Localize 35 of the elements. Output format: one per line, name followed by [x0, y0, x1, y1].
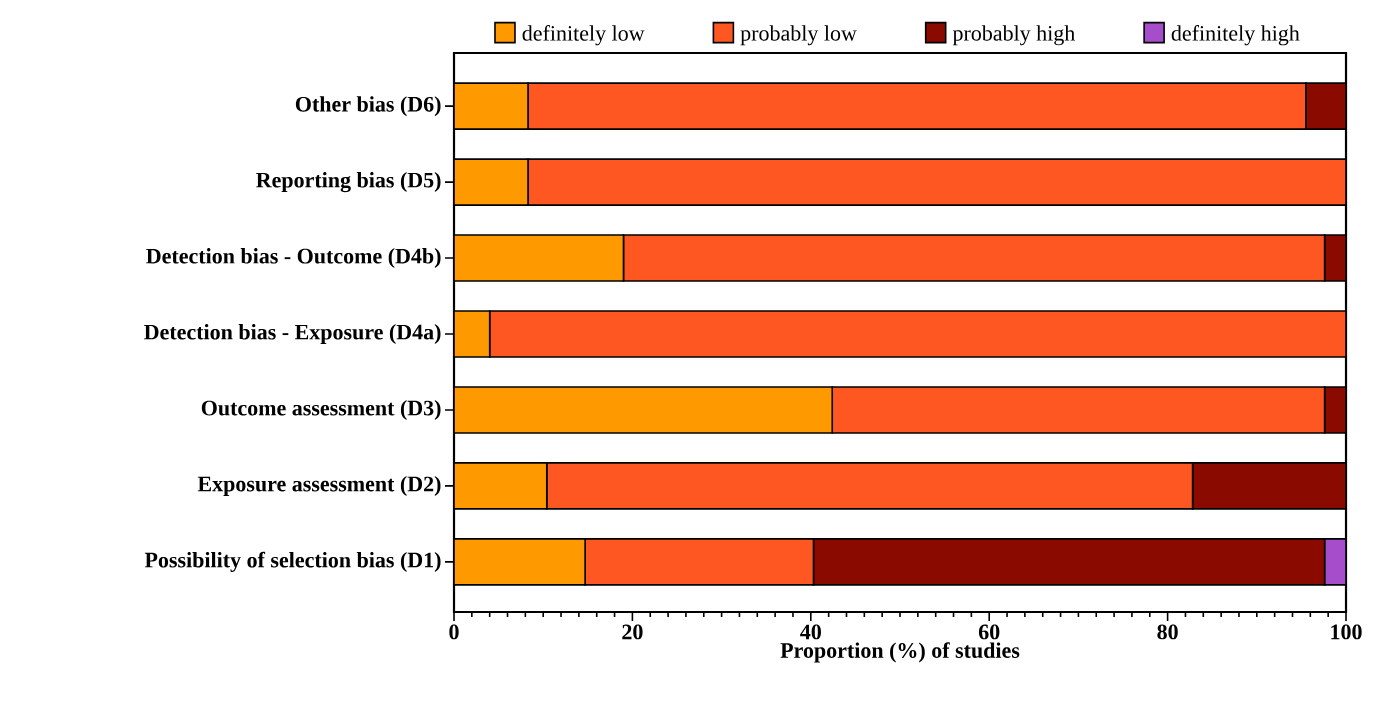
- bar: [454, 386, 834, 434]
- legend-label: probably high: [952, 25, 1075, 46]
- x-axis-title: Proportion (%) of studies: [780, 642, 1020, 663]
- x-tick-label: 60: [978, 624, 1000, 640]
- bar: [812, 538, 1326, 586]
- bar: [454, 158, 529, 206]
- y-tick-label: Outcome assessment (D3): [201, 399, 441, 420]
- bar: [454, 310, 491, 358]
- legend-label: definitely high: [1171, 25, 1300, 46]
- bar: [622, 234, 1326, 282]
- y-tick-label: Detection bias - Outcome (D4b): [146, 248, 441, 269]
- x-tick-label: 0: [449, 624, 459, 640]
- x-tick-label: 100: [1331, 624, 1362, 640]
- bar: [454, 538, 586, 586]
- legend-label: definitely low: [522, 25, 645, 46]
- x-tick-label: 20: [622, 624, 643, 640]
- y-tick-label: Reporting bias (D5): [256, 172, 441, 193]
- bar: [454, 234, 625, 282]
- bar: [527, 82, 1307, 130]
- bar: [1305, 82, 1347, 130]
- y-tick-label: Detection bias - Exposure (D4a): [144, 324, 441, 344]
- bar: [454, 82, 529, 130]
- x-tick-label: 40: [800, 624, 821, 640]
- bar: [527, 158, 1347, 206]
- bar: [488, 310, 1347, 358]
- bar: [545, 462, 1194, 510]
- bar: [454, 462, 548, 510]
- bar: [584, 538, 815, 586]
- series-label: probably low: [740, 25, 857, 46]
- y-tick-label: Exposure assessment (D2): [197, 475, 441, 496]
- y-tick-label: Other bias (D6): [295, 96, 441, 117]
- bar: [1191, 462, 1347, 510]
- x-tick-label: 80: [1157, 624, 1178, 640]
- y-tick-label: Possibility of selection bias (D1): [144, 551, 441, 572]
- bar: [831, 386, 1326, 434]
